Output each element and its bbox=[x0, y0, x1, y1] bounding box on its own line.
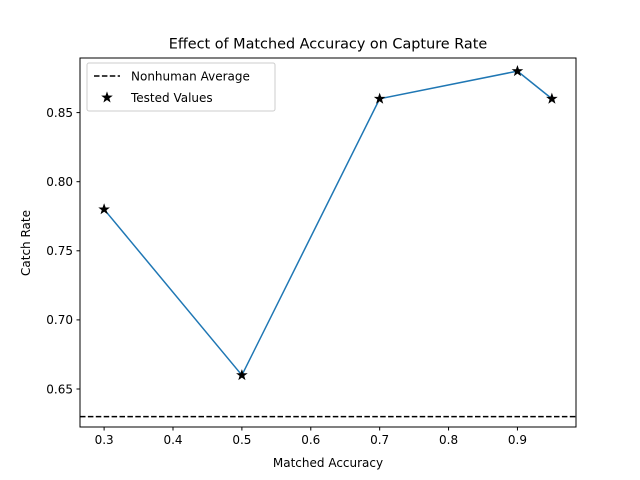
y-tick-label: 0.85 bbox=[46, 106, 73, 120]
x-tick-label: 0.7 bbox=[370, 433, 389, 447]
x-tick-label: 0.9 bbox=[508, 433, 527, 447]
axes: 0.3 0.4 0.5 0.6 0.7 0.8 0.9 0.65 0.70 0.75 0.80 0.8… bbox=[46, 57, 577, 447]
data-point-star bbox=[373, 92, 386, 104]
data-point-star bbox=[98, 203, 110, 215]
y-tick-label: 0.80 bbox=[46, 175, 73, 189]
y-tick-label: 0.75 bbox=[46, 244, 73, 258]
x-tick-label: 0.5 bbox=[232, 433, 251, 447]
legend-entry-nonhuman-average: Nonhuman Average bbox=[131, 70, 250, 84]
x-tick-label: 0.4 bbox=[163, 433, 182, 447]
x-axis-label: Matched Accuracy bbox=[273, 456, 383, 470]
data-point-star bbox=[546, 92, 558, 104]
x-tick-label: 0.8 bbox=[439, 433, 458, 447]
axes-frame bbox=[79, 57, 577, 428]
y-axis-label: Catch Rate bbox=[19, 210, 33, 276]
y-tick-label: 0.65 bbox=[46, 382, 73, 396]
x-tick-label: 0.6 bbox=[301, 433, 320, 447]
x-tick-label: 0.3 bbox=[95, 433, 114, 447]
legend-entry-tested-values: Tested Values bbox=[130, 91, 213, 105]
legend-frame bbox=[86, 62, 276, 112]
y-tick-label: 0.70 bbox=[46, 313, 73, 327]
data-point-star bbox=[236, 369, 248, 381]
legend-star-icon bbox=[101, 91, 113, 103]
data-point-star bbox=[511, 65, 524, 77]
series-line bbox=[103, 70, 553, 376]
plot-area bbox=[80, 65, 576, 418]
legend: Nonhuman Average Tested Values bbox=[86, 62, 276, 112]
chart-title: Effect of Matched Accuracy on Capture Ra… bbox=[169, 37, 488, 53]
